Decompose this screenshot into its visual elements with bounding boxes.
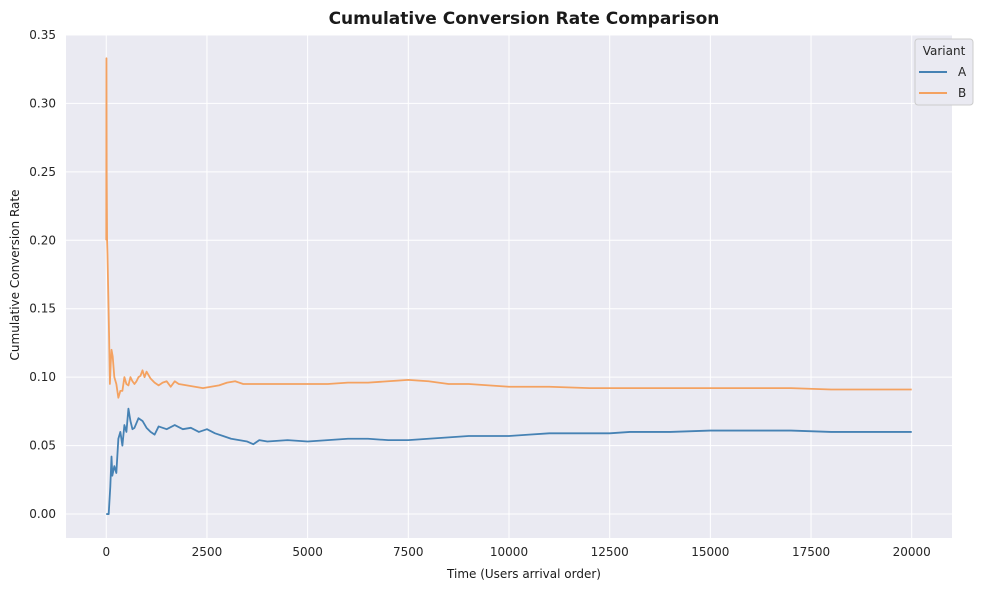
y-tick-label: 0.15 bbox=[29, 302, 56, 316]
series-lines bbox=[105, 57, 912, 515]
y-tick-label: 0.20 bbox=[29, 233, 56, 247]
series-line-a bbox=[106, 407, 912, 515]
x-tick-label: 2500 bbox=[192, 545, 223, 559]
x-tick-label: 0 bbox=[102, 545, 110, 559]
x-tick-label: 10000 bbox=[490, 545, 528, 559]
y-tick-label: 0.35 bbox=[29, 28, 56, 42]
y-tick-label: 0.00 bbox=[29, 507, 56, 521]
x-axis-label: Time (Users arrival order) bbox=[446, 567, 601, 581]
x-tick-label: 12500 bbox=[591, 545, 629, 559]
y-axis-ticks: 0.00 0.05 0.10 0.15 0.20 0.25 0.30 0.35 bbox=[29, 28, 56, 521]
legend: Variant A B bbox=[914, 38, 974, 106]
chart-title: Cumulative Conversion Rate Comparison bbox=[329, 9, 720, 29]
x-tick-label: 7500 bbox=[393, 545, 424, 559]
y-tick-label: 0.30 bbox=[29, 96, 56, 110]
legend-label-b: B bbox=[958, 86, 966, 100]
legend-label-a: A bbox=[958, 65, 967, 79]
legend-title: Variant bbox=[923, 44, 966, 58]
y-tick-label: 0.05 bbox=[29, 439, 56, 453]
x-tick-label: 20000 bbox=[893, 545, 931, 559]
y-axis-label: Cumulative Conversion Rate bbox=[8, 190, 22, 361]
x-axis-ticks: 0 2500 5000 7500 10000 12500 15000 17500 20000 bbox=[102, 545, 930, 559]
series-line-b bbox=[105, 57, 912, 399]
y-tick-label: 0.10 bbox=[29, 370, 56, 384]
x-tick-label: 17500 bbox=[792, 545, 830, 559]
y-tick-label: 0.25 bbox=[29, 165, 56, 179]
x-tick-label: 15000 bbox=[691, 545, 729, 559]
grid-lines bbox=[66, 34, 952, 538]
x-tick-label: 5000 bbox=[292, 545, 323, 559]
